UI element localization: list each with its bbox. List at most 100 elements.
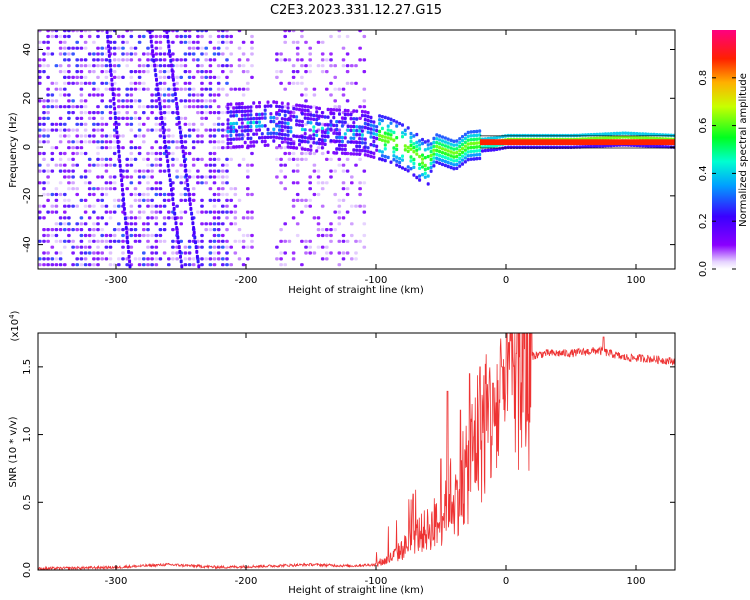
- heatmap-streak-cell: [155, 82, 159, 87]
- heatmap-cell: [221, 239, 225, 243]
- heatmap-band-cell: [240, 137, 244, 141]
- heatmap-cell: [96, 263, 100, 267]
- heatmap-cell: [295, 163, 300, 167]
- heatmap-band-cell: [463, 132, 467, 137]
- heatmap-cell: [75, 146, 79, 150]
- heatmap-band-cell: [226, 145, 230, 149]
- heatmap-cell: [125, 105, 129, 109]
- heatmap-streak-cell: [169, 58, 173, 63]
- heatmap-cell: [312, 151, 317, 156]
- heatmap-cell: [104, 210, 109, 214]
- heatmap-band-cell: [237, 106, 241, 110]
- heatmap-cell: [295, 70, 300, 74]
- heatmap-band-cell: [243, 105, 247, 110]
- heatmap-band-cell: [349, 140, 353, 144]
- heatmap-cell: [79, 58, 84, 62]
- heatmap-cell: [146, 239, 150, 243]
- heatmap-band-cell: [269, 112, 273, 116]
- heatmap-band-cell: [306, 112, 310, 117]
- heatmap-band-cell: [237, 125, 241, 129]
- heatmap-cell: [92, 58, 96, 62]
- heatmap-band-cell: [343, 132, 347, 136]
- heatmap-streak-cell: [161, 125, 165, 130]
- heatmap-cell: [316, 216, 321, 220]
- heatmap-band-cell: [469, 157, 473, 161]
- heatmap-band-cell: [235, 133, 239, 137]
- heatmap-cell: [154, 192, 159, 197]
- heatmap-cell: [216, 157, 221, 161]
- heatmap-band-cell: [575, 133, 579, 138]
- heatmap-cell: [117, 105, 121, 109]
- heatmap-cell: [350, 81, 354, 85]
- heatmap-cell: [312, 163, 317, 167]
- heatmap-cell: [167, 64, 171, 68]
- colorbar-tick-label: 0.6: [698, 118, 709, 134]
- heatmap-band-cell: [538, 145, 542, 149]
- heatmap-band-cell: [237, 145, 241, 149]
- heatmap-streak-cell: [169, 183, 173, 187]
- heatmap-band-cell: [323, 142, 327, 146]
- heatmap-band-cell: [455, 147, 459, 151]
- heatmap-cell: [79, 87, 84, 91]
- heatmap-cell: [46, 175, 50, 179]
- heatmap-cell: [225, 181, 229, 185]
- heatmap-cell: [162, 64, 167, 68]
- heatmap-cell: [246, 163, 250, 167]
- heatmap-band-cell: [601, 132, 605, 136]
- heatmap-streak-cell: [184, 173, 188, 178]
- heatmap-cell: [275, 52, 279, 56]
- heatmap-cell: [337, 128, 342, 132]
- heatmap-cell: [291, 111, 296, 115]
- heatmap-cell: [58, 163, 63, 167]
- heatmap-cell: [58, 105, 63, 109]
- spectrogram-xlabel: Height of straight line (km): [288, 285, 424, 296]
- heatmap-band-cell: [355, 140, 359, 145]
- heatmap-cell: [133, 239, 138, 243]
- heatmap-cell: [104, 81, 109, 85]
- heatmap-cell: [221, 192, 225, 197]
- heatmap-cell: [191, 175, 196, 179]
- heatmap-cell: [179, 64, 183, 68]
- heatmap-cell: [42, 187, 46, 191]
- heatmap-cell: [171, 157, 175, 161]
- heatmap-band-cell: [343, 136, 347, 140]
- heatmap-band-cell: [326, 115, 330, 119]
- heatmap-band-cell: [615, 131, 619, 136]
- heatmap-cell: [354, 204, 358, 208]
- heatmap-cell: [275, 146, 279, 150]
- heatmap-cell: [158, 187, 163, 191]
- heatmap-band-cell: [463, 148, 467, 152]
- heatmap-cell: [337, 222, 342, 226]
- heatmap-band-cell: [309, 117, 313, 121]
- heatmap-cell: [108, 140, 113, 144]
- heatmap-band-cell: [272, 119, 276, 124]
- heatmap-cell: [162, 70, 167, 74]
- heatmap-band-cell: [561, 145, 565, 149]
- heatmap-cell: [133, 228, 138, 232]
- heatmap-band-cell: [432, 140, 436, 145]
- heatmap-cell: [46, 75, 50, 79]
- heatmap-band-cell: [289, 126, 293, 130]
- heatmap-cell: [162, 169, 167, 173]
- heatmap-cell: [46, 140, 50, 144]
- heatmap-band-cell: [249, 121, 253, 125]
- heatmap-cell: [117, 204, 121, 208]
- heatmap-cell: [67, 233, 71, 238]
- heatmap-cell: [212, 146, 217, 150]
- heatmap-cell: [71, 52, 75, 56]
- heatmap-cell: [212, 181, 217, 185]
- heatmap-cell: [320, 181, 325, 185]
- heatmap-cell: [50, 204, 55, 208]
- heatmap-cell: [83, 181, 88, 185]
- heatmap-cell: [216, 75, 221, 79]
- heatmap-band-cell: [435, 133, 439, 137]
- heatmap-cell: [142, 134, 146, 138]
- heatmap-cell: [275, 70, 279, 74]
- heatmap-cell: [283, 163, 287, 167]
- heatmap-cell: [208, 198, 213, 202]
- heatmap-streak-cell: [171, 73, 175, 77]
- heatmap-cell: [96, 30, 100, 33]
- heatmap-cell: [104, 146, 109, 150]
- heatmap-cell: [112, 75, 117, 79]
- heatmap-cell: [208, 58, 213, 62]
